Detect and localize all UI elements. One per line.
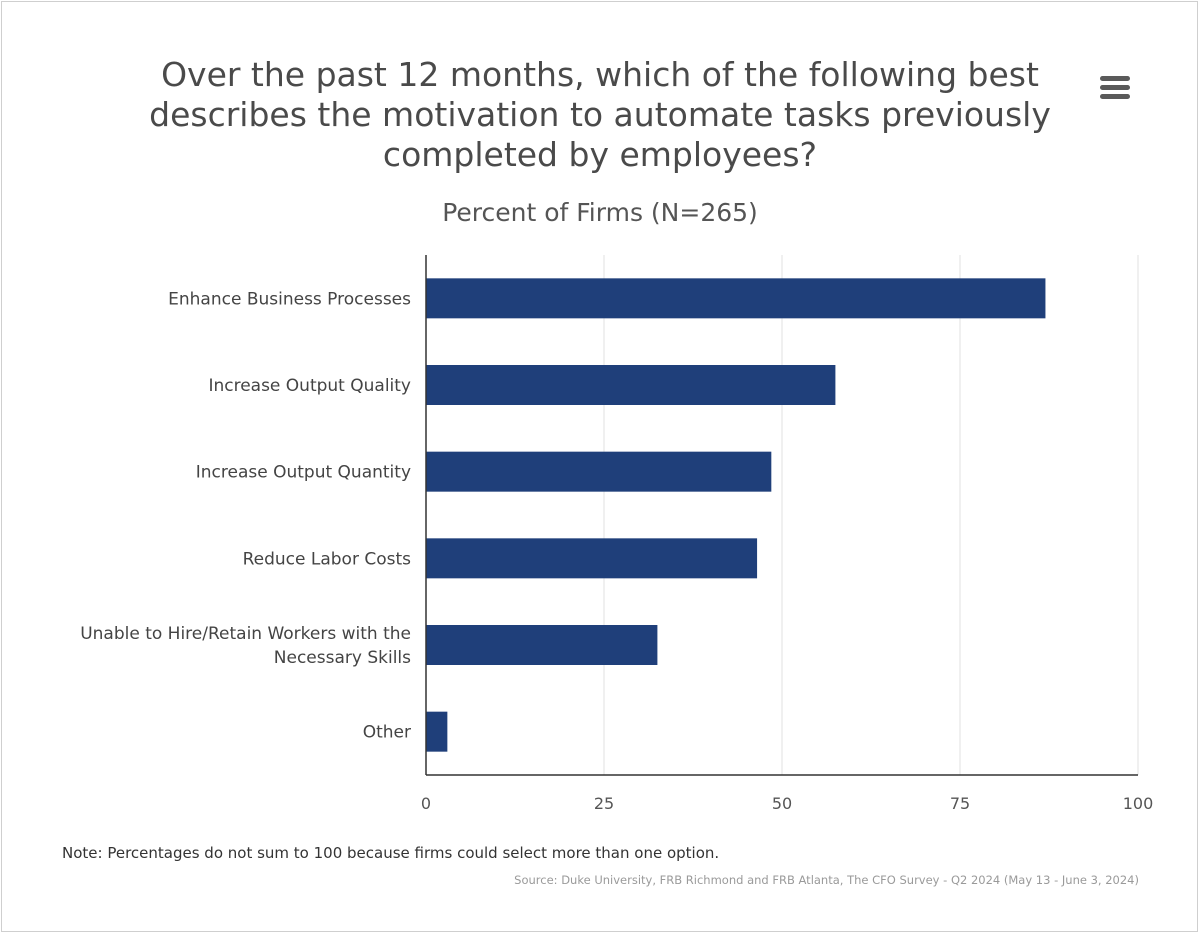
- grid-layer: [603, 255, 1139, 775]
- chart-subtitle: Percent of Firms (N=265): [442, 198, 758, 227]
- category-label: Increase Output Quantity: [196, 463, 411, 483]
- bar[interactable]: [426, 538, 758, 579]
- category-label: Other: [363, 723, 411, 743]
- bar[interactable]: [426, 625, 658, 665]
- axis-layer: [425, 255, 1138, 776]
- category-label: Necessary Skills: [274, 648, 411, 668]
- bar[interactable]: [426, 365, 836, 405]
- x-tick-label: 25: [594, 794, 614, 813]
- x-tick-label: 100: [1123, 794, 1154, 813]
- bar[interactable]: [426, 278, 1046, 319]
- x-tick-label: 50: [772, 794, 792, 813]
- bar-layer: [426, 278, 1046, 752]
- footnote: Note: Percentages do not sum to 100 beca…: [62, 844, 720, 862]
- x-tick-label: 75: [950, 794, 970, 813]
- bar[interactable]: [426, 451, 772, 492]
- chart-title: Over the past 12 months, which of the fo…: [149, 55, 1051, 174]
- category-label: Increase Output Quality: [208, 376, 411, 396]
- x-tick-label: 0: [421, 794, 431, 813]
- hamburger-menu-icon[interactable]: [1094, 70, 1138, 106]
- bar[interactable]: [426, 711, 448, 752]
- category-label: Enhance Business Processes: [168, 289, 411, 309]
- source-credit: Source: Duke University, FRB Richmond an…: [514, 873, 1139, 887]
- category-label: Reduce Labor Costs: [243, 549, 412, 569]
- category-label: Unable to Hire/Retain Workers with the: [80, 624, 411, 644]
- label-layer: 0 25 50 75 100 Enhance Business Processes Incr…: [80, 289, 1153, 813]
